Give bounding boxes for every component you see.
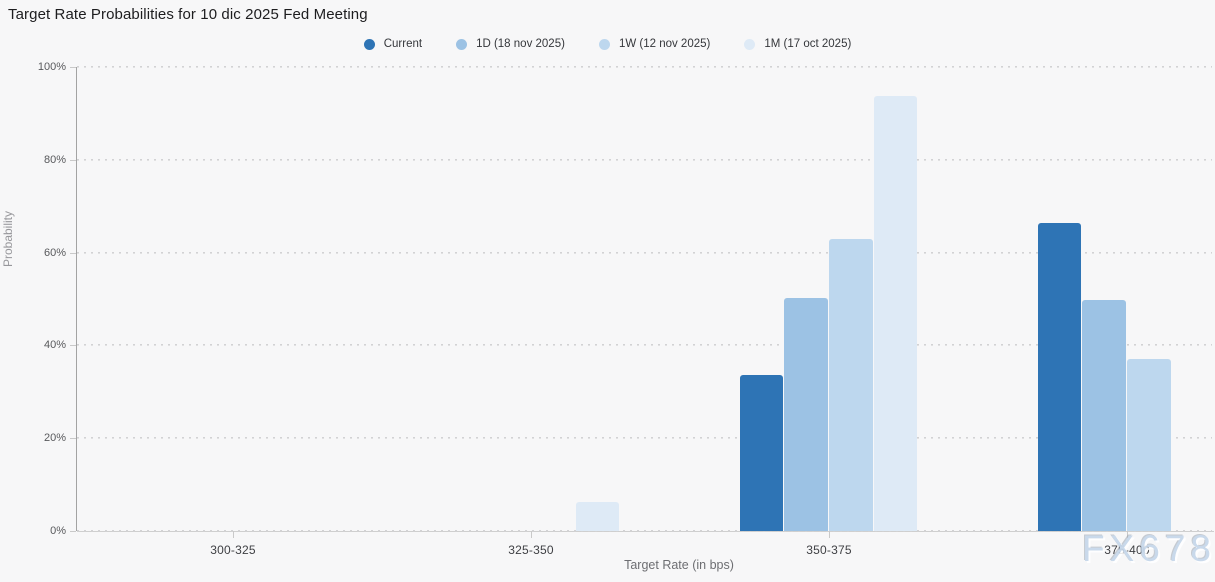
bar-current-375-400[interactable]	[1037, 222, 1081, 531]
legend-dot-icon	[456, 38, 468, 50]
bar-1w-12-nov-2025-375-400[interactable]	[1127, 358, 1171, 531]
bar-1w-12-nov-2025-350-375[interactable]	[829, 239, 873, 531]
legend-item-1m-17-oct-2025[interactable]: 1M (17 oct 2025)	[744, 38, 851, 50]
y-tick-mark	[70, 531, 76, 532]
y-tick-label-100: 100%	[37, 61, 66, 73]
bar-1m-17-oct-2025-325-350[interactable]	[575, 501, 620, 531]
legend-label: 1D (18 nov 2025)	[476, 38, 565, 50]
gridline-0	[77, 530, 1212, 532]
legend-dot-icon	[598, 38, 610, 50]
gridline-40	[77, 344, 1212, 347]
legend-label: Current	[383, 38, 423, 50]
y-tick-mark	[70, 252, 76, 254]
legend-dot-icon	[744, 38, 756, 50]
gridline-20	[77, 437, 1212, 440]
y-tick-label-0: 0%	[50, 525, 66, 537]
y-axis-title: Probability	[1, 210, 15, 268]
x-axis-title: Target Rate (in bps)	[624, 558, 734, 572]
y-tick-mark	[70, 345, 76, 347]
y-tick-label-80: 80%	[43, 153, 66, 166]
bar-1d-18-nov-2025-350-375[interactable]	[784, 298, 828, 531]
legend-label: 1W (12 nov 2025)	[618, 38, 711, 50]
x-category-label-350-375: 350-375	[806, 543, 852, 557]
y-tick-label-20: 20%	[43, 432, 66, 445]
x-tick-mark	[829, 531, 830, 538]
plot-area: 0% 20% 40% 60% 80% 100% 300-325 325-350 350-375 3…	[38, 61, 1214, 557]
y-tick-label-60: 60%	[43, 246, 66, 259]
y-tick-mark	[70, 438, 76, 440]
gridline-100	[77, 66, 1212, 69]
x-tick-mark	[1127, 531, 1128, 538]
y-tick-label-40: 40%	[43, 339, 66, 352]
x-category-label-375-400: 375-400	[1104, 543, 1150, 557]
bar-1m-17-oct-2025-350-375[interactable]	[873, 96, 918, 531]
bar-1d-18-nov-2025-375-400[interactable]	[1082, 299, 1126, 531]
y-tick-mark	[70, 159, 76, 161]
chart-title: Target Rate Probabilities for 10 dic 202…	[8, 6, 368, 23]
x-tick-mark	[233, 531, 234, 538]
y-tick-mark	[70, 67, 76, 68]
gridline-60	[77, 251, 1212, 254]
legend-item-1w-12-nov-2025[interactable]: 1W (12 nov 2025)	[598, 38, 711, 50]
chart-legend: Current 1D (18 nov 2025) 1W (12 nov 2025) 1…	[0, 34, 1215, 54]
x-category-label-300-325: 300-325	[210, 543, 256, 557]
legend-item-current[interactable]: Current	[363, 38, 423, 50]
x-tick-mark	[531, 531, 532, 538]
bar-current-350-375[interactable]	[739, 375, 783, 531]
legend-item-1d-18-nov-2025[interactable]: 1D (18 nov 2025)	[456, 38, 565, 50]
x-category-label-325-350: 325-350	[508, 543, 554, 557]
legend-dot-icon	[363, 38, 375, 50]
gridline-80	[77, 158, 1212, 161]
legend-label: 1M (17 oct 2025)	[764, 38, 852, 50]
